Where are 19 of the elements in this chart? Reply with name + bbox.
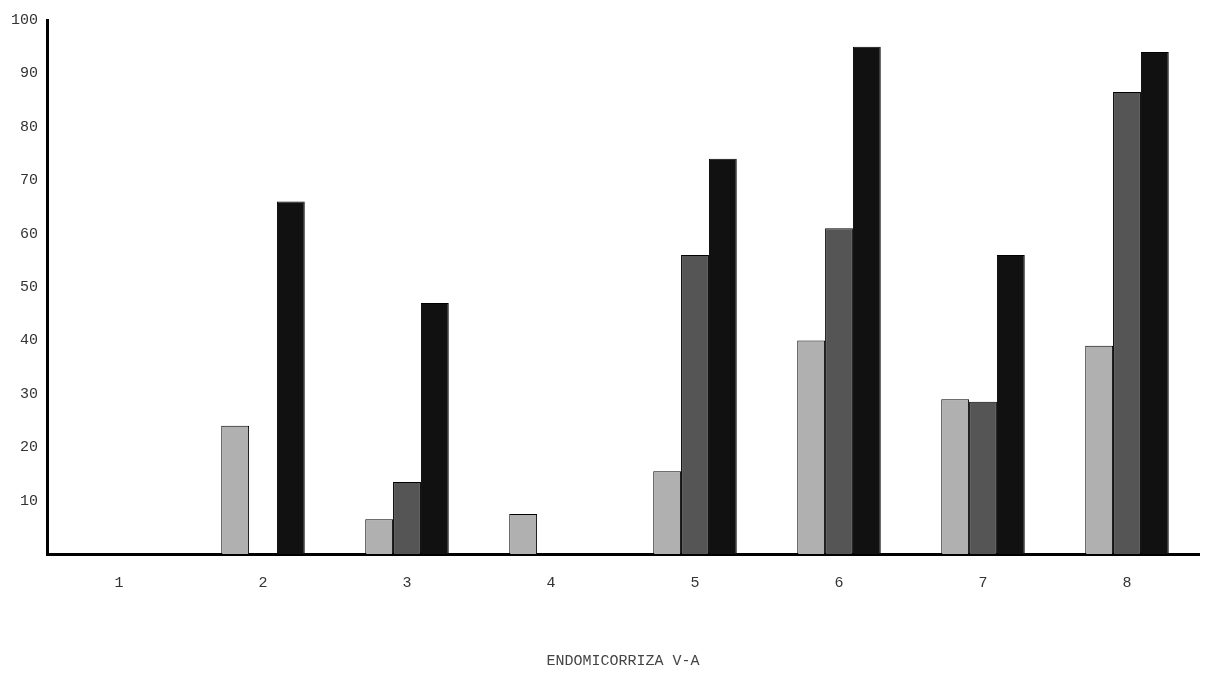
x-tick-label: 2: [258, 574, 268, 592]
x-tick-label: 4: [546, 574, 556, 592]
y-tick-label: 20: [19, 439, 38, 457]
y-tick-label: 40: [19, 332, 38, 350]
y-tick-label: 50: [19, 278, 38, 296]
y-tick-label: 10: [19, 492, 38, 510]
y-tick-label: 70: [19, 172, 38, 190]
x-tick-label: 7: [978, 574, 988, 592]
y-tick-label: 100: [10, 11, 38, 29]
x-tick-label: 6: [834, 574, 844, 592]
y-tick-label: 60: [19, 225, 38, 243]
x-axis-title: ENDOMICORRIZA V-A: [546, 652, 700, 670]
x-tick-label: 3: [402, 574, 412, 592]
x-tick-label: 5: [690, 574, 700, 592]
y-tick-label: 90: [19, 65, 38, 83]
y-tick-label: 80: [19, 118, 38, 136]
y-tick-label: 30: [19, 385, 38, 403]
x-tick-label: 1: [114, 574, 124, 592]
x-tick-label: 8: [1122, 574, 1132, 592]
